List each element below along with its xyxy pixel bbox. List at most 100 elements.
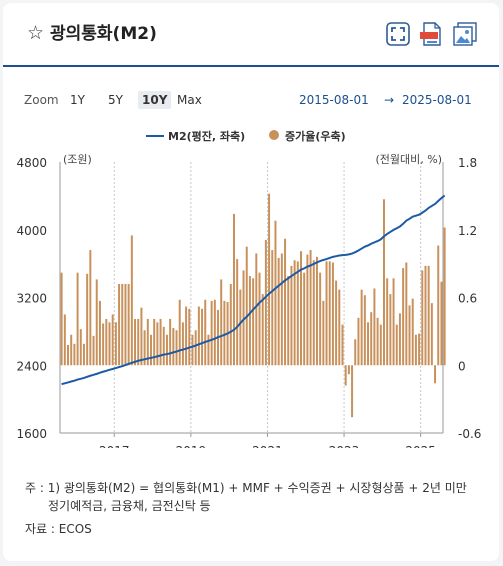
growth-bar [315, 256, 318, 366]
right-tick-label: 1.8 [458, 156, 477, 170]
left-axis-unit-label: (조원) [63, 153, 92, 166]
zoom-1y-button[interactable]: 1Y [70, 93, 85, 107]
note-line-1: 주 : 1) 광의통화(M2) = 협의통화(M1) + MMF + 수익증권 … [25, 481, 467, 495]
right-axis-unit-label: (전월대비, %) [375, 153, 442, 166]
zoom-max-button[interactable]: Max [177, 93, 202, 107]
right-tick-label: 0 [458, 359, 466, 373]
growth-bar [274, 220, 277, 366]
growth-bar [389, 294, 392, 366]
growth-bar [434, 365, 437, 384]
growth-bar [370, 312, 373, 366]
growth-bar [335, 280, 338, 366]
growth-bar [328, 261, 331, 366]
zoom-5y-button[interactable]: 5Y [108, 93, 123, 107]
growth-bar [79, 329, 82, 366]
legend-item-growth[interactable]: 증가율(우축) [285, 130, 346, 143]
growth-bar [440, 281, 443, 366]
growth-bar [105, 318, 108, 366]
growth-bar [325, 261, 328, 366]
growth-bar [405, 262, 408, 366]
growth-bar [67, 344, 69, 366]
growth-bar [306, 254, 309, 366]
growth-bar [111, 314, 114, 366]
growth-bar [124, 283, 127, 366]
growth-bar [98, 300, 101, 366]
x-tick-label: 2019 [176, 444, 207, 448]
growth-bar [402, 268, 405, 366]
data-download-icon[interactable] [419, 22, 443, 46]
growth-bar [264, 239, 267, 366]
legend-line-swatch [146, 135, 164, 137]
growth-bar [201, 308, 204, 366]
x-tick-label: 2023 [329, 444, 360, 448]
growth-bar [300, 251, 302, 366]
date-arrow: → [384, 93, 395, 107]
growth-bar [427, 265, 430, 366]
growth-bar [258, 272, 261, 366]
growth-bar [268, 193, 271, 366]
left-tick-label: 4800 [16, 156, 47, 170]
left-tick-label: 1600 [16, 427, 47, 441]
fullscreen-icon[interactable] [386, 22, 410, 46]
growth-bar [63, 314, 66, 366]
growth-bar [252, 278, 255, 366]
growth-bar [130, 235, 133, 366]
growth-bar [430, 303, 433, 366]
growth-bar [118, 283, 121, 366]
start-date[interactable]: 2015-08-01 [299, 93, 369, 107]
left-tick-label: 4000 [16, 224, 47, 238]
growth-bar [245, 246, 248, 366]
legend-item-m2[interactable]: M2(평잔, 좌축) [168, 130, 246, 143]
growth-bar [185, 306, 188, 366]
chart-card: ☆ 광의통화(M2) Zoom 1Y 5Y 10Y Max 2015-08-01… [3, 3, 499, 561]
growth-bar [232, 213, 235, 366]
growth-bar [194, 330, 197, 366]
right-tick-label: 1.2 [458, 224, 477, 238]
growth-bar [357, 317, 360, 366]
growth-bar [114, 322, 117, 366]
growth-bar [76, 272, 79, 366]
growth-bar [210, 300, 213, 366]
growth-bar [239, 289, 242, 366]
growth-bar [213, 299, 216, 366]
growth-bar [95, 279, 98, 366]
growth-bar [191, 334, 194, 366]
x-tick-label: 2025 [405, 444, 436, 448]
growth-bar [344, 365, 347, 386]
growth-bar [70, 334, 73, 366]
growth-bar [172, 327, 175, 366]
growth-bar [296, 261, 299, 366]
image-download-icon[interactable] [453, 22, 477, 46]
growth-bar [379, 324, 382, 366]
growth-bar [411, 298, 414, 366]
growth-bar [220, 279, 223, 366]
growth-bar [82, 343, 85, 366]
growth-bar [312, 260, 315, 366]
growth-bar [236, 259, 239, 366]
left-tick-label: 3200 [16, 292, 47, 306]
growth-bar [242, 270, 245, 366]
growth-bar [424, 265, 427, 366]
growth-bar [137, 318, 140, 366]
growth-bar [418, 333, 421, 366]
growth-bar [73, 343, 76, 366]
star-outline-icon[interactable]: ☆ [27, 22, 45, 44]
growth-bar [373, 288, 376, 366]
zoom-10y-button[interactable]: 10Y [138, 91, 172, 109]
chart-area: 2017 2019 2021 2023 2025 1600 2400 3200 4000 4800… [16, 153, 481, 448]
growth-bar [319, 272, 322, 366]
right-tick-label: 0.6 [458, 292, 477, 306]
growth-bar [248, 276, 251, 366]
end-date[interactable]: 2025-08-01 [402, 93, 472, 107]
growth-bar [322, 300, 325, 366]
growth-bar [60, 272, 63, 366]
growth-bar [223, 300, 226, 366]
growth-bar [421, 270, 424, 366]
note-line-2: 정기예적금, 금융채, 금전신탁 등 [48, 499, 211, 513]
growth-bar [156, 322, 159, 366]
m2-series-line [61, 194, 446, 386]
growth-bar [169, 318, 172, 366]
growth-bar [398, 313, 401, 366]
growth-bar [437, 245, 440, 366]
growth-bar [360, 289, 363, 366]
